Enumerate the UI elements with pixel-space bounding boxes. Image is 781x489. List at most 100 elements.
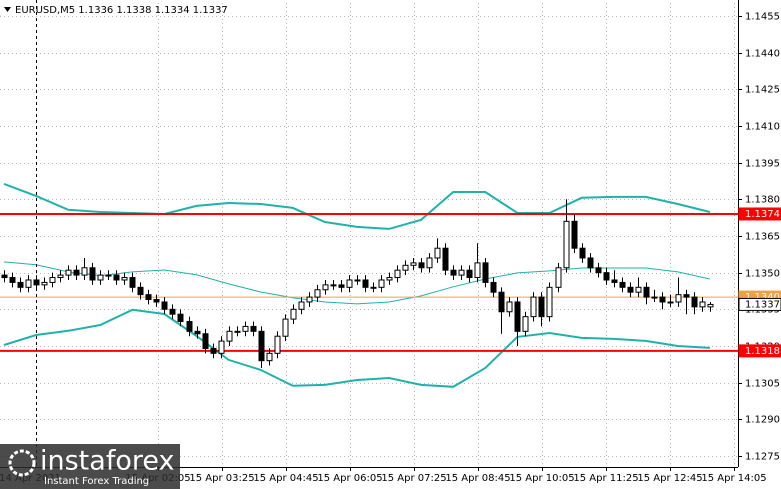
watermark-tagline: Instant Forex Trading [44, 476, 149, 487]
candle-body [65, 269, 72, 276]
price-label-box [738, 207, 781, 221]
candle-body [338, 284, 345, 288]
price-label: 1.1374 [745, 209, 780, 220]
candle-body [202, 333, 209, 349]
candle-body [675, 294, 682, 303]
menu-triangle[interactable] [4, 7, 11, 12]
price-label: 1.1340 [745, 292, 780, 303]
candle-body [386, 277, 393, 281]
x-tick-label: 15 Apr 08:45 [445, 473, 510, 484]
candle-body [659, 296, 666, 303]
y-tick-label: 1.1425 [745, 85, 780, 96]
candle-body [330, 284, 337, 287]
price-label-box [738, 344, 781, 358]
candle-body [603, 272, 610, 281]
candle-body [113, 274, 120, 281]
candle-body [298, 301, 305, 310]
candle-body [699, 301, 706, 308]
x-tick-label: 15 Apr 07:25 [381, 473, 446, 484]
candle-body [242, 325, 249, 332]
candle-body [153, 299, 160, 303]
candle-body [538, 296, 545, 318]
candle-body [498, 291, 505, 313]
candle-body [394, 269, 401, 279]
plot-area [0, 3, 738, 467]
candle-body [274, 335, 281, 354]
candle-body [683, 294, 690, 298]
candle-body [186, 321, 193, 332]
candle-body [627, 286, 634, 293]
candle-body [49, 277, 56, 283]
candle-body [354, 279, 361, 282]
watermark-name: instaforex [40, 446, 174, 477]
candle-body [306, 296, 313, 303]
candle-body [563, 220, 570, 269]
y-tick-label: 1.1380 [745, 195, 780, 206]
candle-body [41, 281, 48, 286]
y-tick-label: 1.1350 [745, 269, 780, 280]
candle-body [370, 286, 377, 289]
x-tick-label: 15 Apr 03:25 [189, 473, 254, 484]
candle-body [555, 267, 562, 288]
candle-body [161, 301, 168, 310]
candle-body [81, 267, 88, 276]
candle-body [105, 274, 112, 277]
candle-body [97, 274, 104, 281]
price-label-box [738, 297, 781, 311]
candle-body [466, 269, 473, 279]
candle-body [522, 316, 529, 332]
watermark: instaforex Instant Forex Trading [0, 444, 180, 489]
candle-body [482, 262, 489, 283]
candle-body [707, 303, 714, 308]
candle-body [611, 279, 618, 283]
y-tick-label: 1.1440 [745, 49, 780, 60]
candle-body [282, 318, 289, 337]
x-tick-label: 15 Apr 14:05 [701, 473, 766, 484]
watermark-logo [8, 449, 36, 477]
candle-body [643, 286, 650, 298]
candle-body [506, 301, 513, 313]
x-tick-label: 15 Apr 10:05 [509, 473, 574, 484]
candle-body [322, 284, 329, 291]
candle-body [250, 325, 257, 332]
candle-body [25, 279, 32, 288]
candle-body [290, 308, 297, 320]
band-upper [3, 182, 711, 230]
candle-body [17, 281, 24, 288]
y-tick-label: 1.1365 [745, 232, 780, 243]
candle-body [121, 277, 128, 281]
candle-body [426, 257, 433, 269]
chart-title: EURUSD,M5 1.1336 1.1338 1.1334 1.1337 [15, 5, 228, 16]
x-tick-label: 15 Apr 06:05 [317, 473, 382, 484]
candle-body [346, 279, 353, 288]
candle-body [619, 281, 626, 288]
candle-body [691, 296, 698, 308]
candle-body [530, 296, 537, 318]
x-tick-label: 15 Apr 04:45 [253, 473, 318, 484]
candle-body [210, 347, 217, 354]
candle-body [169, 308, 176, 315]
candle-body [450, 269, 457, 276]
candle-body [73, 269, 80, 276]
candle-body [57, 274, 64, 279]
candle-body [258, 330, 265, 362]
y-tick-label: 1.1395 [745, 159, 780, 170]
candle-body [378, 279, 385, 288]
candle-body [226, 330, 233, 342]
candle-body [218, 340, 225, 354]
x-tick-label: 15 Apr 12:45 [637, 473, 702, 484]
candle-body [194, 330, 201, 335]
watermark-box [0, 444, 180, 489]
candle-body [234, 330, 241, 333]
y-tick-label: 1.1275 [745, 452, 780, 463]
y-tick-label: 1.1455 [745, 12, 780, 23]
candle-body [635, 286, 642, 293]
candle-body [362, 279, 369, 288]
candle-body [314, 289, 321, 298]
price-label: 1.1318 [745, 346, 780, 357]
price-label: 1.1337 [745, 299, 780, 310]
candle-body [579, 247, 586, 259]
band-lower [3, 308, 710, 388]
candle-body [1, 274, 8, 279]
